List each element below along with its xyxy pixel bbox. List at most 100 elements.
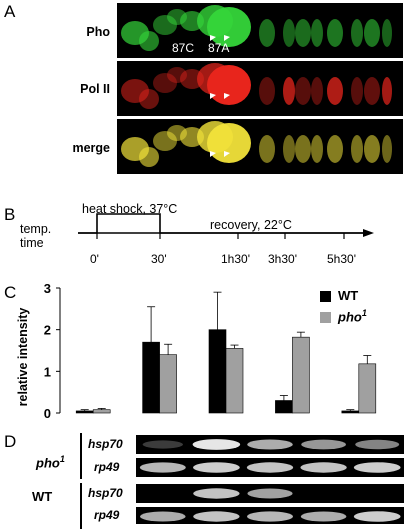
gene-label-pho-hsp70: hsp70	[88, 437, 123, 451]
row-label-pho: Pho	[86, 25, 110, 39]
pho-chromatin-band	[295, 19, 311, 47]
merge-chromatin-band	[327, 135, 343, 163]
arrowhead-marker	[224, 35, 230, 41]
merge-chromatin-band	[382, 135, 392, 163]
legend-swatch-wt	[320, 291, 331, 302]
gel-band	[247, 488, 293, 499]
gel-band	[139, 462, 186, 473]
pol2-chromatin-band	[139, 89, 159, 109]
pol2-chromatin-band	[351, 77, 363, 105]
band-label-87a: 87A	[208, 41, 230, 55]
relative-intensity-chart: 0 1 2 3	[44, 281, 377, 421]
legend-label-wt: WT	[338, 288, 359, 303]
gel-band	[301, 439, 346, 450]
genotype-pho-name: pho	[36, 455, 60, 471]
timepoint-1h30: 1h30'	[221, 252, 250, 266]
micrograph-merge	[117, 119, 403, 174]
timepoint-5h30: 5h30'	[327, 252, 356, 266]
y-tick-label: 2	[44, 323, 51, 338]
legend-swatch-pho	[320, 312, 331, 323]
pol2-chromatin-band	[311, 77, 323, 105]
gel-band	[247, 439, 293, 450]
gene-label-wt-hsp70: hsp70	[88, 486, 123, 500]
micrograph-pho	[117, 3, 403, 58]
arrowhead-marker	[210, 35, 216, 41]
gene-label-wt-rp49: rp49	[94, 508, 120, 522]
timepoint-3h30: 3h30'	[268, 252, 297, 266]
merge-chromatin-band	[283, 135, 295, 163]
pho-chromatin-band	[327, 19, 343, 47]
gene-label-pho-rp49: rp49	[94, 460, 120, 474]
gel-band	[246, 462, 294, 473]
group-bracket-pho	[80, 433, 82, 479]
gel-band	[193, 462, 240, 473]
genotype-label-pho: pho1	[36, 454, 65, 470]
pol2-chromatin-band	[153, 73, 177, 93]
pol2-chromatin-band	[167, 67, 187, 83]
pho-chromatin-band	[283, 19, 295, 47]
gel-band	[300, 462, 347, 473]
time-axis-label: time	[20, 236, 44, 250]
y-tick-label: 1	[44, 364, 51, 379]
merge-chromatin-band	[259, 135, 275, 163]
legend-label-pho: pho1	[338, 308, 367, 324]
genotype-label-wt: WT	[32, 489, 53, 504]
pho-chromatin-band	[382, 19, 392, 47]
gel-band	[193, 511, 240, 522]
merge-chromatin-band	[295, 135, 311, 163]
gel-band	[353, 511, 401, 522]
row-label-pol2: Pol II	[80, 82, 110, 96]
gel-band	[140, 511, 186, 522]
pol2-chromatin-band	[295, 77, 311, 105]
bar-pho	[92, 409, 111, 414]
pho-chromatin-band	[139, 31, 159, 51]
y-tick-label: 3	[44, 281, 51, 296]
bar-pho	[358, 363, 377, 414]
temp-axis-label: temp.	[20, 222, 52, 236]
pho-chromatin-band	[364, 19, 380, 47]
genotype-pho-superscript: 1	[59, 454, 65, 464]
timepoint-0: 0'	[90, 252, 99, 266]
pol2-chromatin-band	[207, 65, 251, 105]
timepoint-30: 30'	[151, 252, 167, 266]
pol2-chromatin-band	[259, 77, 275, 105]
gel-band	[142, 440, 183, 449]
gel-band	[300, 511, 347, 522]
heat-shock-label: heat shock, 37°C	[82, 202, 178, 216]
panel-letter-b: B	[4, 205, 16, 224]
row-label-merge: merge	[72, 141, 110, 155]
merge-chromatin-band	[351, 135, 363, 163]
panel-letter-d: D	[4, 432, 17, 451]
pho-chromatin-band	[259, 19, 275, 47]
panel-letter-a: A	[4, 2, 16, 21]
pol2-chromatin-band	[327, 77, 343, 105]
y-tick-label: 0	[44, 406, 51, 421]
gel-band	[247, 511, 293, 522]
merge-chromatin-band	[207, 123, 251, 163]
pol2-chromatin-band	[364, 77, 380, 105]
legend-pho-superscript: 1	[361, 308, 367, 318]
merge-chromatin-band	[364, 135, 380, 163]
band-label-87c: 87C	[172, 41, 195, 55]
arrowhead-marker	[210, 151, 216, 157]
gel-band	[353, 462, 401, 473]
pho-chromatin-band	[351, 19, 363, 47]
pol2-chromatin-band	[121, 79, 149, 103]
gel-band	[193, 488, 240, 499]
legend-pho-name: pho	[338, 309, 362, 325]
micrograph-pol2	[117, 61, 403, 116]
arrowhead-marker	[210, 93, 216, 99]
pol2-chromatin-band	[283, 77, 295, 105]
pho-chromatin-band	[311, 19, 323, 47]
gel-band	[192, 439, 241, 450]
gel-band	[355, 439, 400, 450]
recovery-label: recovery, 22°C	[210, 218, 292, 232]
group-bracket-wt	[80, 483, 82, 529]
arrowhead-marker	[224, 93, 230, 99]
arrowhead-marker	[224, 151, 230, 157]
merge-chromatin-band	[139, 147, 159, 167]
merge-chromatin-band	[311, 135, 323, 163]
heat-shock-timeline	[78, 213, 374, 239]
pho-chromatin-band	[207, 7, 251, 47]
